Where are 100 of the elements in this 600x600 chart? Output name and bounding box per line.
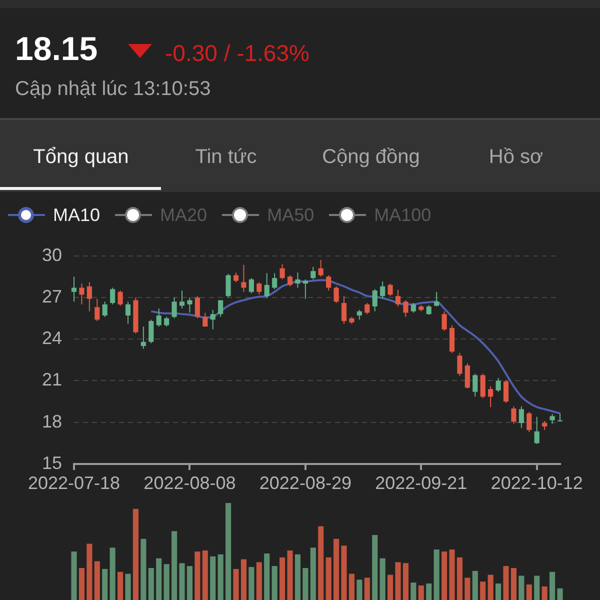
candlestick bbox=[534, 416, 540, 444]
x-tick-label: 2022-08-08 bbox=[144, 472, 236, 493]
bar bbox=[557, 588, 563, 600]
bar bbox=[148, 568, 154, 600]
bar bbox=[503, 566, 509, 600]
bar bbox=[164, 564, 170, 600]
bar bbox=[488, 574, 494, 600]
bar bbox=[534, 576, 540, 600]
candlestick bbox=[372, 288, 378, 312]
candlestick bbox=[110, 287, 116, 305]
bar bbox=[94, 561, 100, 600]
bar bbox=[356, 580, 362, 600]
candlestick bbox=[156, 308, 162, 328]
bar bbox=[449, 550, 455, 600]
bar bbox=[364, 578, 370, 600]
x-tick-label: 2022-10-12 bbox=[490, 472, 583, 493]
bar bbox=[86, 544, 92, 600]
bar bbox=[395, 562, 401, 600]
candlestick bbox=[118, 290, 123, 306]
candlestick bbox=[248, 278, 254, 294]
candlestick bbox=[526, 411, 532, 433]
candlestick bbox=[295, 272, 300, 288]
bar bbox=[310, 548, 316, 600]
candlestick bbox=[395, 289, 401, 307]
candlestick bbox=[202, 312, 208, 328]
candlestick bbox=[148, 319, 154, 344]
text: -0.30 / -1.63% bbox=[165, 40, 310, 66]
bar bbox=[102, 568, 108, 600]
bar bbox=[410, 582, 416, 600]
bar bbox=[172, 531, 178, 600]
bar bbox=[256, 562, 262, 600]
text: Tin tức bbox=[194, 145, 258, 169]
bar bbox=[226, 503, 232, 600]
bar bbox=[287, 550, 293, 600]
bar bbox=[341, 546, 347, 600]
candlestick bbox=[464, 362, 470, 389]
y-tick-label: 30 bbox=[42, 244, 62, 265]
bar bbox=[302, 568, 308, 600]
bar bbox=[233, 568, 239, 600]
bar bbox=[480, 582, 486, 600]
candlestick bbox=[334, 286, 339, 304]
candlestick bbox=[140, 326, 146, 350]
bar bbox=[140, 538, 146, 600]
bar bbox=[380, 558, 386, 600]
candlestick bbox=[102, 301, 108, 318]
bar bbox=[78, 568, 84, 600]
bar bbox=[426, 584, 432, 600]
y-tick-label: 24 bbox=[42, 328, 62, 348]
bar bbox=[418, 585, 424, 600]
candlestick bbox=[472, 373, 478, 398]
candlestick bbox=[310, 266, 316, 280]
candlestick bbox=[179, 290, 185, 310]
bar bbox=[156, 558, 162, 600]
bar bbox=[218, 554, 224, 600]
bar bbox=[402, 563, 408, 600]
bar bbox=[434, 550, 440, 600]
y-tick-label: 15 bbox=[42, 452, 62, 473]
bar bbox=[202, 550, 208, 600]
bar bbox=[294, 554, 300, 600]
bar bbox=[550, 572, 556, 600]
candlestick bbox=[226, 273, 231, 298]
text: Tổng quan bbox=[32, 145, 130, 169]
bar bbox=[248, 567, 254, 600]
candlestick bbox=[457, 352, 462, 376]
y-tick-label: 27 bbox=[42, 286, 62, 306]
bar bbox=[334, 538, 340, 600]
bar bbox=[110, 548, 116, 600]
candlestick bbox=[550, 414, 555, 424]
candlestick bbox=[125, 301, 131, 324]
candlestick bbox=[480, 373, 486, 399]
candlestick bbox=[488, 386, 494, 408]
bar bbox=[194, 552, 200, 600]
candlestick bbox=[518, 406, 524, 428]
candlestick bbox=[187, 296, 192, 314]
bar bbox=[526, 584, 532, 600]
candlestick bbox=[241, 264, 246, 292]
candlestick bbox=[364, 302, 370, 315]
bar bbox=[240, 559, 246, 600]
candlestick bbox=[426, 304, 432, 316]
candlestick bbox=[341, 296, 347, 324]
bar bbox=[280, 557, 286, 600]
bar bbox=[496, 584, 502, 600]
bar bbox=[118, 572, 124, 600]
legend-label: MA100 bbox=[374, 205, 432, 225]
candlestick bbox=[326, 274, 332, 291]
candlestick bbox=[287, 274, 293, 287]
candlestick bbox=[356, 309, 362, 320]
bar bbox=[318, 526, 324, 600]
candlestick bbox=[164, 316, 170, 328]
y-tick-label: 21 bbox=[42, 370, 62, 390]
candlestick bbox=[94, 298, 100, 322]
legend-label: MA10 bbox=[53, 205, 100, 225]
candlestick bbox=[86, 282, 92, 312]
candlestick bbox=[194, 296, 200, 319]
bar bbox=[472, 570, 478, 600]
text: Cộng đồng bbox=[321, 145, 421, 169]
bar bbox=[456, 557, 462, 600]
x-tick-label: 2022-08-29 bbox=[259, 472, 352, 493]
candlestick bbox=[410, 302, 416, 314]
bar bbox=[125, 574, 131, 600]
